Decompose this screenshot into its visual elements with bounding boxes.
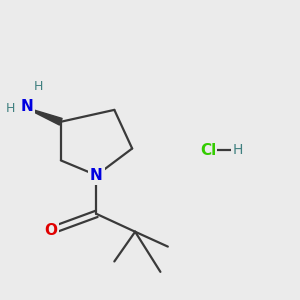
Text: N: N — [20, 99, 33, 114]
Text: O: O — [44, 223, 57, 238]
Text: Cl: Cl — [200, 142, 216, 158]
Text: N: N — [90, 168, 103, 183]
Polygon shape — [24, 107, 62, 125]
Text: H: H — [232, 143, 243, 157]
Text: H: H — [34, 80, 43, 93]
Text: H: H — [6, 102, 15, 115]
